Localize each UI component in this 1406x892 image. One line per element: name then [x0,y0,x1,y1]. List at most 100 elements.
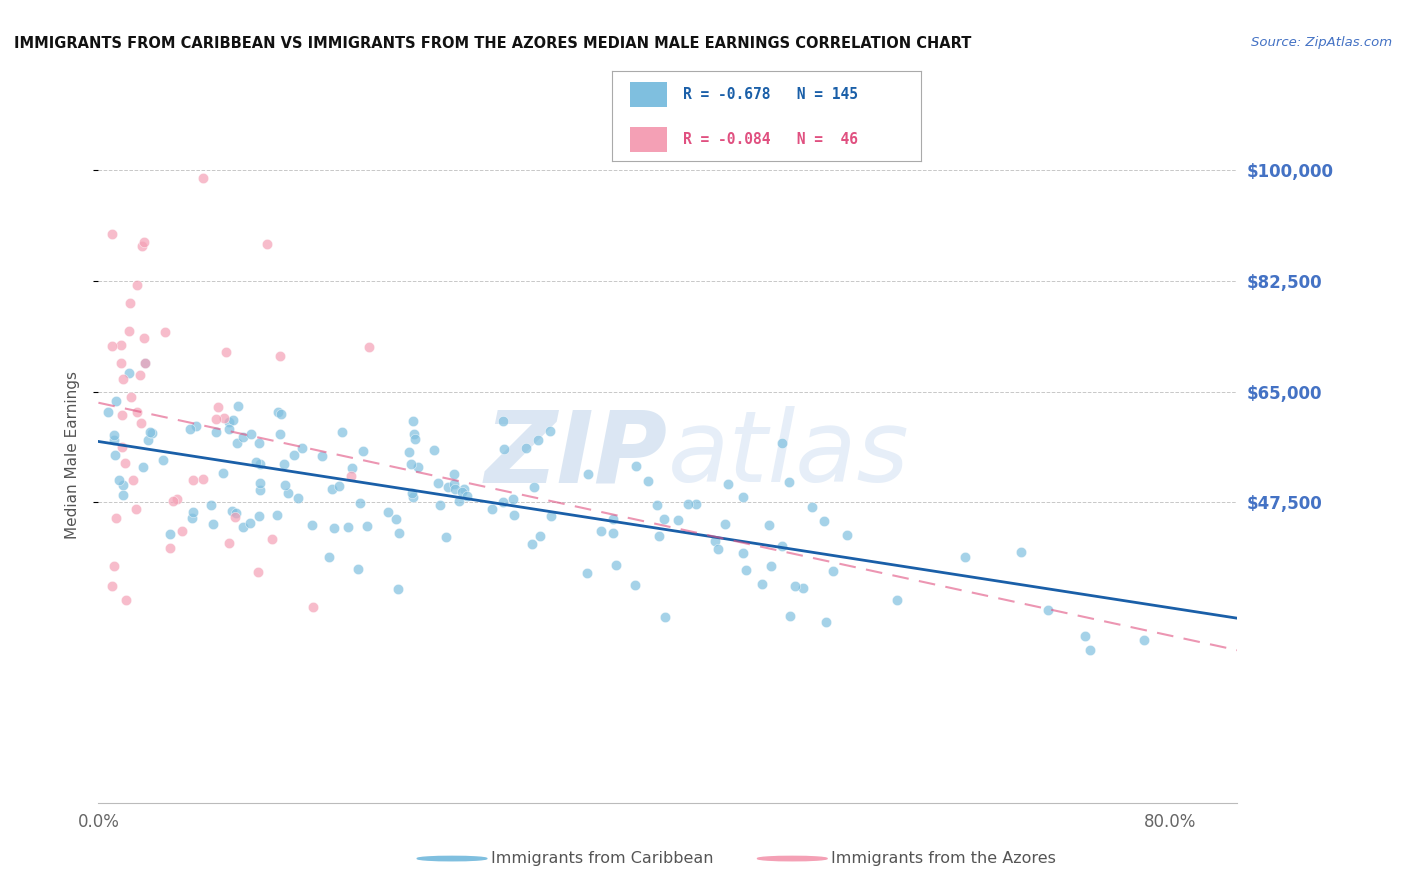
Point [181,473,204,487]
Point [166,492,188,507]
Point [349,496,371,510]
Point [249,483,271,498]
Point [159,527,181,541]
Point [453,482,475,496]
Point [676,497,699,511]
Point [492,413,515,427]
Point [153,325,176,339]
Point [211,466,233,480]
Point [170,524,193,538]
Point [218,422,240,436]
Point [387,582,409,596]
Point [136,433,159,447]
Point [451,485,474,500]
Point [953,549,976,564]
Point [637,475,659,489]
Point [835,528,858,542]
Point [118,295,141,310]
Point [131,239,153,253]
Point [716,477,738,491]
Point [228,399,250,413]
Point [654,609,676,624]
Point [402,490,425,504]
Point [108,473,131,487]
Point [515,441,537,455]
Point [591,524,613,539]
Text: Source: ZipAtlas.com: Source: ZipAtlas.com [1251,36,1392,49]
Point [733,546,755,560]
Point [184,419,207,434]
Point [129,416,152,430]
Point [111,488,134,502]
Point [218,535,240,549]
Point [426,476,449,491]
Point [239,426,262,441]
Point [201,517,224,532]
Point [502,491,524,506]
Point [162,494,184,508]
Point [406,460,429,475]
Point [492,442,515,457]
Point [520,537,543,551]
Point [125,405,148,419]
Point [128,368,150,382]
Point [122,474,145,488]
Point [447,493,470,508]
Point [311,449,333,463]
Point [232,520,254,534]
Point [783,579,806,593]
Point [761,559,783,574]
Point [801,500,824,514]
Point [214,410,236,425]
Point [605,558,627,572]
Point [225,435,247,450]
Point [266,508,288,522]
Point [120,390,142,404]
Point [429,498,451,512]
Point [402,414,425,428]
Point [101,579,124,593]
Point [104,448,127,462]
Point [291,442,314,456]
Point [328,479,350,493]
Bar [630,82,668,107]
Bar [630,127,668,152]
Point [481,501,503,516]
Point [127,277,149,292]
Point [813,514,835,528]
Text: R = -0.678   N = 145: R = -0.678 N = 145 [683,87,858,102]
Point [110,356,132,370]
Point [602,512,624,526]
Point [443,482,465,496]
Point [277,485,299,500]
Point [347,561,370,575]
Point [105,511,128,525]
Point [100,227,122,241]
Point [131,460,153,475]
Point [200,498,222,512]
Point [239,516,262,531]
Point [626,458,648,473]
Point [443,476,465,491]
Point [103,559,125,574]
Point [139,425,162,439]
Point [256,236,278,251]
Point [204,425,226,439]
Text: Immigrants from the Azores: Immigrants from the Azores [831,851,1056,866]
Point [1133,632,1156,647]
Point [401,485,423,500]
Point [666,514,689,528]
Point [404,433,426,447]
Point [118,366,141,380]
Point [377,505,399,519]
Point [246,565,269,579]
Point [134,357,156,371]
Point [503,508,526,523]
Point [215,344,238,359]
Point [398,445,420,459]
Point [735,563,758,577]
Point [249,475,271,490]
Point [321,482,343,496]
Point [538,424,561,438]
Point [114,593,136,607]
